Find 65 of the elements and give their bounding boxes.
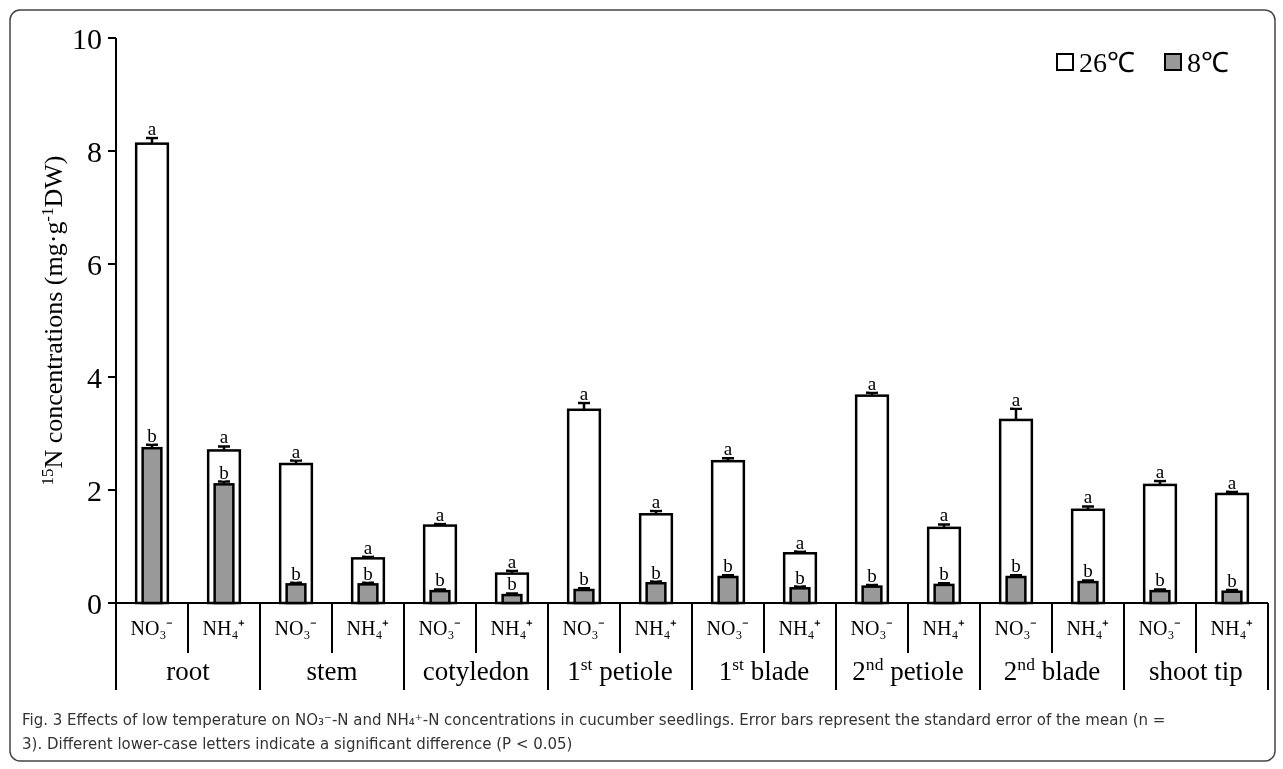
- data-label: b: [723, 555, 733, 577]
- data-label: a: [1227, 471, 1237, 493]
- y-tick-label: 4: [87, 360, 102, 394]
- data-label: a: [939, 504, 949, 526]
- data-label: b: [435, 569, 445, 591]
- legend-label: 8℃: [1187, 46, 1229, 78]
- text: 2$^{nd}$ petiole: [852, 654, 964, 686]
- text: 1$^{st}$ blade: [718, 654, 810, 686]
- data-label: a: [795, 531, 805, 553]
- x-tick-label: NO₃⁻: [706, 617, 750, 639]
- data-label: a: [579, 382, 589, 404]
- x-tick-label: NH₄⁺: [490, 617, 534, 639]
- data-label: a: [435, 503, 445, 525]
- x-tick-label: NO₃⁻: [562, 617, 606, 639]
- data-label: a: [507, 550, 517, 572]
- x-tick-label: NO₃⁻: [850, 617, 894, 639]
- x-tick-label: NH₄⁺: [346, 617, 390, 639]
- data-label: b: [1011, 555, 1021, 577]
- data-label: b: [507, 573, 517, 595]
- x-tick-label: NO₃⁻: [418, 617, 462, 639]
- data-label: b: [147, 424, 157, 446]
- data-label: a: [867, 372, 877, 394]
- x-tick-label: NH₄⁺: [202, 617, 246, 639]
- x-tick-label: NO₃⁻: [994, 617, 1038, 639]
- data-label: b: [579, 568, 589, 590]
- y-tick-label: 2: [87, 473, 102, 507]
- y-tick-label: 8: [87, 134, 102, 168]
- data-label: b: [219, 461, 229, 483]
- x-tick-label: NO₃⁻: [130, 617, 174, 639]
- data-label: b: [651, 561, 661, 583]
- data-label: b: [1083, 560, 1093, 582]
- data-label: b: [1155, 569, 1165, 591]
- data-label: b: [1227, 570, 1237, 592]
- data-label: a: [1155, 460, 1165, 482]
- text: shoot tip: [1149, 656, 1243, 686]
- x-tick-label: NH₄⁺: [778, 617, 822, 639]
- x-tick-label: NH₄⁺: [1210, 617, 1254, 639]
- data-label: a: [1011, 388, 1021, 410]
- data-label: a: [363, 536, 373, 558]
- y-tick-label: 0: [87, 586, 102, 620]
- x-tick-label: NH₄⁺: [634, 617, 678, 639]
- data-label: a: [723, 438, 733, 460]
- data-label: b: [363, 562, 373, 584]
- data-label: a: [219, 426, 229, 448]
- data-label: b: [795, 566, 805, 588]
- text: stem: [306, 656, 358, 686]
- y-tick-label: 10: [72, 21, 102, 55]
- x-tick-label: NO₃⁻: [1138, 617, 1182, 639]
- data-label: b: [939, 563, 949, 585]
- x-tick-label: NH₄⁺: [922, 617, 966, 639]
- data-label: a: [1083, 486, 1093, 508]
- x-tick-label: NH₄⁺: [1066, 617, 1110, 639]
- legend-label: 26℃: [1079, 46, 1135, 78]
- data-label: a: [147, 118, 157, 140]
- data-label: b: [867, 564, 877, 586]
- text: root: [166, 656, 211, 686]
- data-label: a: [651, 490, 661, 512]
- caption: Fig. 3 Effects of low temperature on NO₃⁻-N and NH₄⁺-N concentrations in cucumber seedlings. Error bars represent the standard error of the mean (n = 3). Different lower-case letters indicate a significant difference (P < 0.05): [22, 711, 1166, 753]
- text: 2$^{nd}$ blade: [1003, 654, 1101, 686]
- text: cotyledon: [422, 656, 530, 686]
- data-label: a: [291, 440, 301, 462]
- text: 1$^{st}$ petiole: [567, 654, 673, 686]
- y-tick-label: 6: [87, 247, 102, 281]
- x-tick-label: NO₃⁻: [274, 617, 318, 639]
- data-label: b: [291, 562, 301, 584]
